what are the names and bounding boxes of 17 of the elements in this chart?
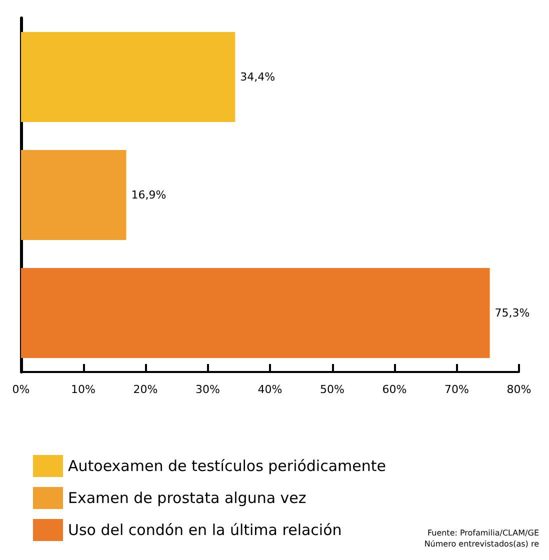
legend-label: Examen de prostata alguna vez (68, 489, 306, 507)
data-label: 16,9% (131, 188, 166, 202)
x-tick-label: 40% (258, 383, 282, 396)
x-tick-label: 20% (133, 383, 158, 396)
x-tick-label: 80% (506, 383, 532, 396)
legend-label: Uso del condón en la última relación (68, 521, 342, 539)
data-label: 34,4% (240, 70, 276, 84)
x-tick-label: 50% (320, 383, 344, 396)
source-note: Fuente: Profamilia/CLAM/GE (427, 528, 540, 538)
x-tick-label: 70% (444, 383, 469, 396)
x-tick-label: 0% (12, 383, 30, 396)
text: Número entrevistados(as) re (424, 540, 540, 548)
x-tick-label: 10% (71, 383, 96, 396)
legend-label: Autoexamen de testículos periódicamente (68, 457, 386, 475)
x-tick-label: 30% (196, 383, 220, 396)
data-label: 75,3% (494, 306, 530, 320)
x-tick-label: 60% (382, 383, 407, 396)
